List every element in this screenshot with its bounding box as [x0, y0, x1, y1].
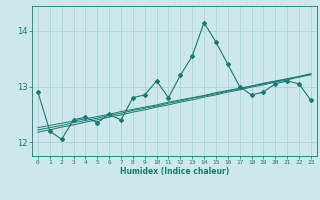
X-axis label: Humidex (Indice chaleur): Humidex (Indice chaleur): [120, 167, 229, 176]
